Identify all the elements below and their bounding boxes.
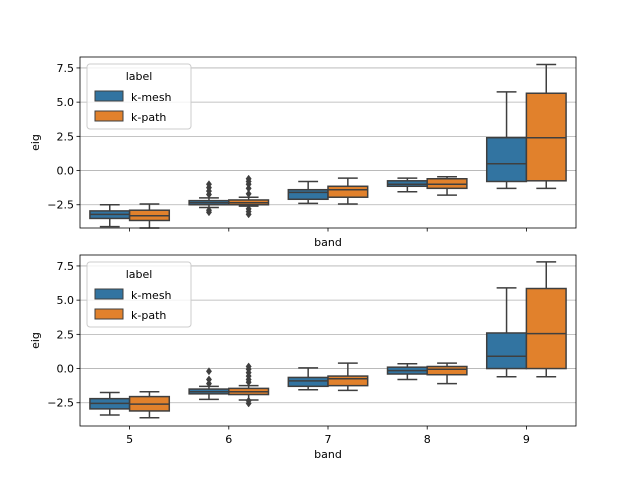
box-body <box>485 332 528 370</box>
outlier-point <box>245 396 252 405</box>
x-axis-label: band <box>314 448 342 461</box>
box-k-path-9 <box>525 261 567 378</box>
box-k-path-6 <box>228 362 270 408</box>
x-tick-label: 9 <box>523 433 530 446</box>
y-axis-label: eig <box>29 134 42 151</box>
outlier-point <box>205 206 212 215</box>
x-tick-label: 7 <box>325 433 332 446</box>
box-body <box>327 185 369 198</box>
y-tick-label: 5.0 <box>57 96 75 109</box>
box-k-path-7 <box>327 177 369 205</box>
box-body <box>485 136 528 183</box>
box-k-mesh-8 <box>386 363 428 381</box>
outlier-point <box>205 375 212 384</box>
legend: label k-mesh k-path <box>86 261 192 328</box>
legend-title: label <box>126 70 153 83</box>
y-tick-label: 5.0 <box>57 294 75 307</box>
box-k-mesh-6 <box>188 367 230 401</box>
y-axis-label: eig <box>29 332 42 349</box>
outlier-point <box>245 174 252 183</box>
legend-label: k-path <box>131 111 166 124</box>
box-body <box>426 365 468 376</box>
legend-label: k-mesh <box>131 91 172 104</box>
box-k-path-5 <box>128 203 171 229</box>
legend: label k-mesh k-path <box>86 63 192 130</box>
legend-swatch <box>94 110 124 122</box>
x-axis-label: band <box>314 236 342 249</box>
box-k-path-9 <box>525 63 567 190</box>
box-k-mesh-8 <box>386 177 428 193</box>
box-body <box>287 188 329 201</box>
box-k-mesh-5 <box>89 203 131 228</box>
box-body <box>327 375 369 387</box>
box-body <box>287 376 329 388</box>
box-k-mesh-9 <box>485 91 528 190</box>
outlier-point <box>245 184 252 193</box>
legend-swatch <box>94 308 124 320</box>
y-tick-label: 0.0 <box>57 165 75 178</box>
legend-swatch <box>94 90 124 102</box>
box-k-mesh-9 <box>485 287 528 378</box>
box-k-mesh-7 <box>287 367 329 391</box>
x-tick-label: 5 <box>126 433 133 446</box>
box-body <box>525 287 567 370</box>
box-k-path-6 <box>228 174 270 219</box>
legend-swatch <box>94 288 124 300</box>
legend-label: k-path <box>131 309 166 322</box>
box-k-path-7 <box>327 362 369 392</box>
x-tick-label: 8 <box>424 433 431 446</box>
y-tick-label: 7.5 <box>57 62 75 75</box>
y-tick-label: 7.5 <box>57 260 75 273</box>
outlier-point <box>205 367 212 376</box>
box-k-mesh-6 <box>188 180 230 217</box>
y-tick-label: 2.5 <box>57 130 75 143</box>
box-k-mesh-5 <box>89 391 131 416</box>
box-k-path-8 <box>426 362 468 385</box>
outlier-point <box>245 189 252 198</box>
axes-1: −2.5 0.0 2.5 5.0 7.5 band eig label k-mesh k-path <box>29 56 577 249</box>
y-tick-label: −2.5 <box>47 397 74 410</box>
legend-title: label <box>126 268 153 281</box>
y-tick-label: 2.5 <box>57 328 75 341</box>
box-k-path-5 <box>128 391 171 419</box>
box-k-path-8 <box>426 175 468 196</box>
legend-label: k-mesh <box>131 289 172 302</box>
y-tick-label: −2.5 <box>47 199 74 212</box>
outlier-point <box>245 204 252 213</box>
box-k-mesh-7 <box>287 180 329 205</box>
y-tick-label: 0.0 <box>57 363 75 376</box>
axes-2: −2.5 0.0 2.5 5.0 7.5 5 6 7 8 9 band eig label k-mesh k… <box>29 254 577 461</box>
outlier-point <box>245 362 252 371</box>
outlier-point <box>205 180 212 189</box>
x-tick-label: 6 <box>225 433 232 446</box>
outlier-point <box>205 379 212 388</box>
